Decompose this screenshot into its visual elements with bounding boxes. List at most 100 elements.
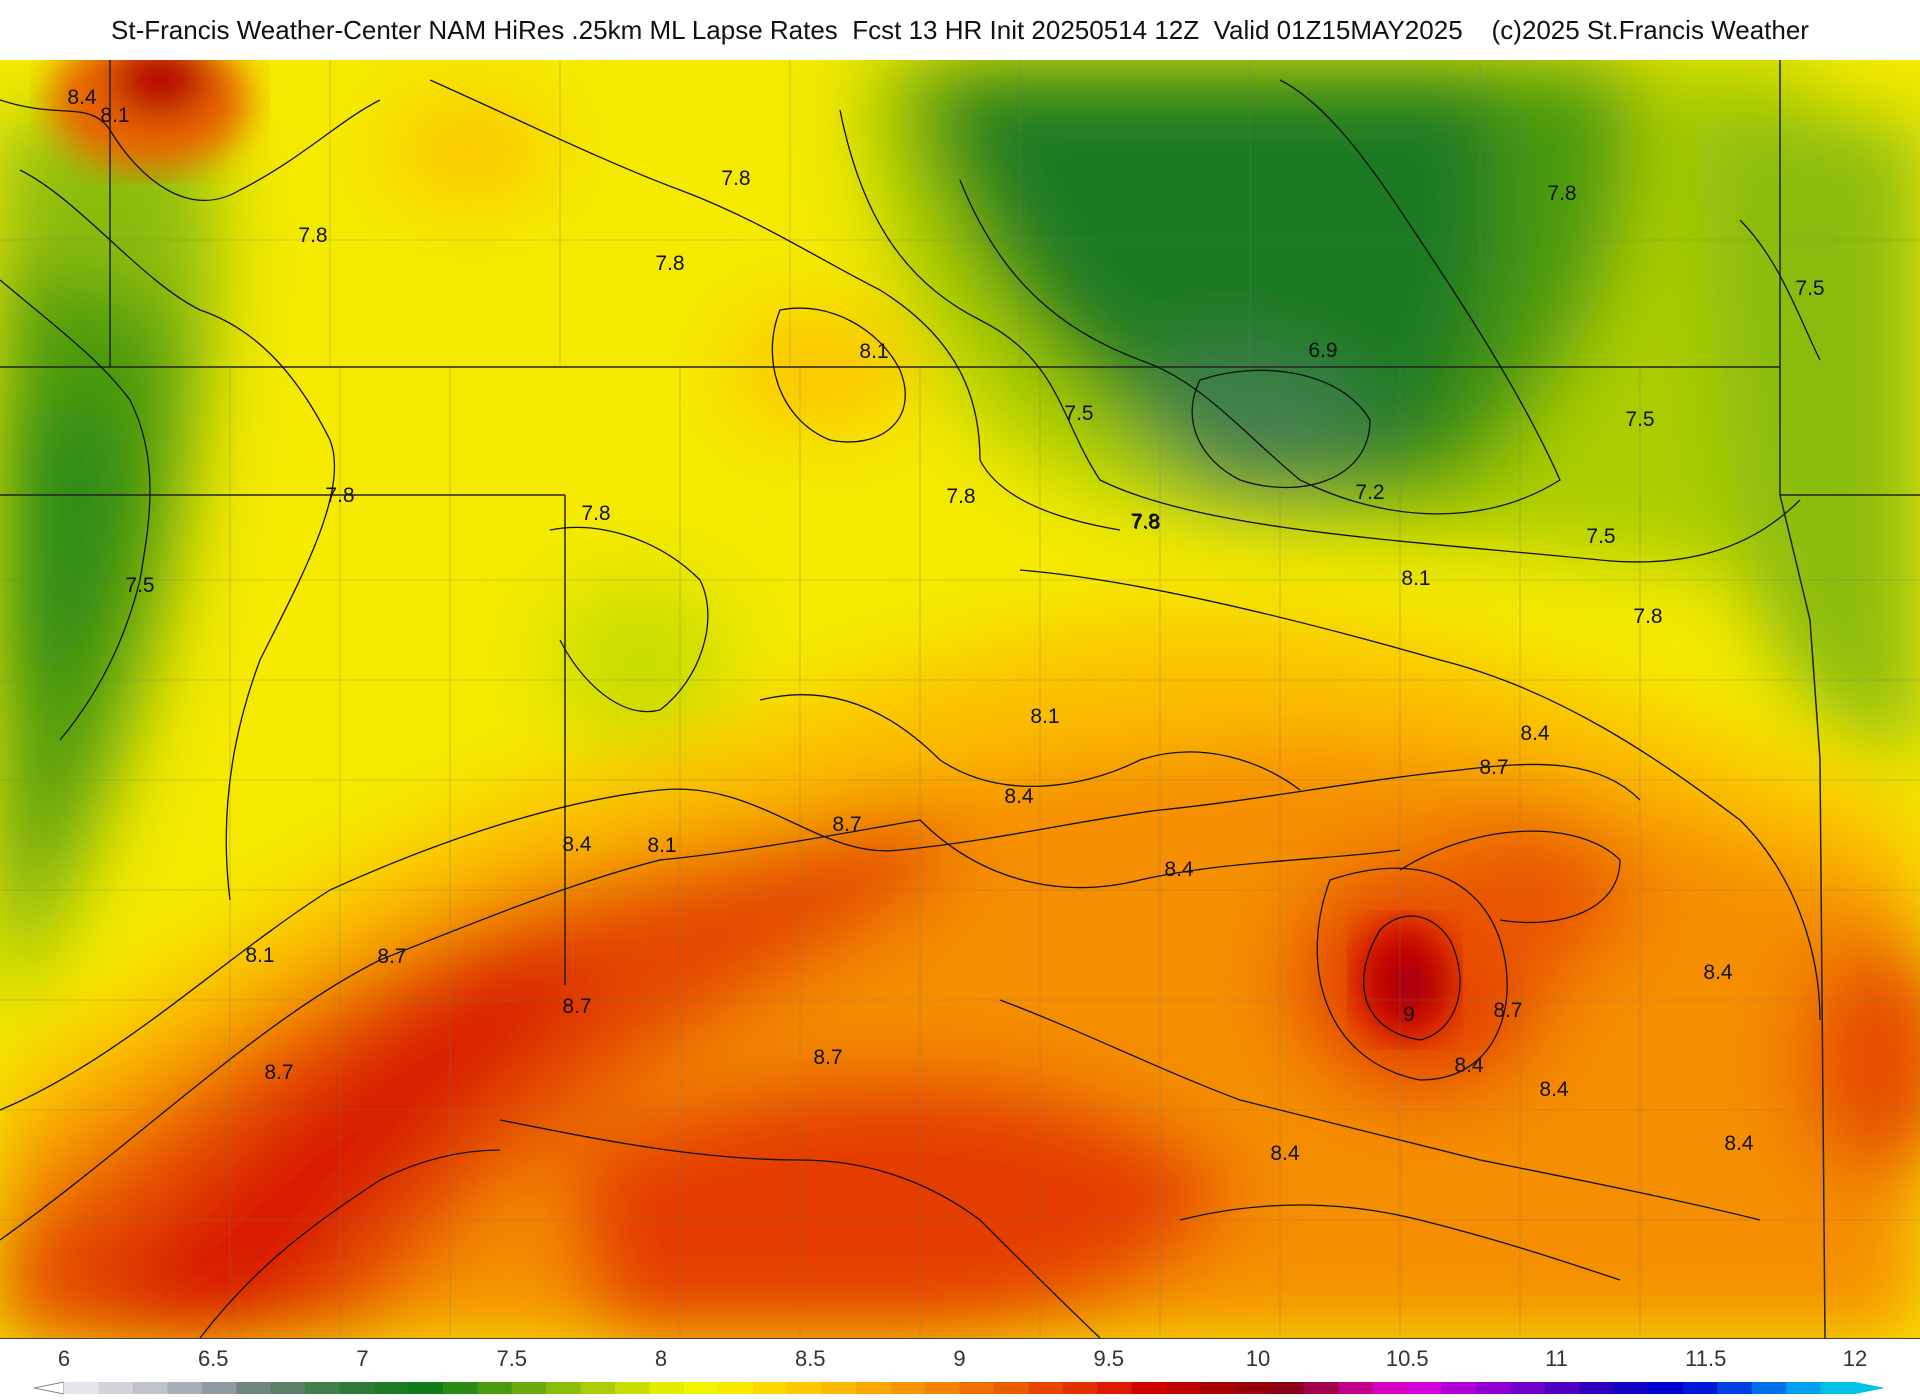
colorbar-swatch	[1303, 1382, 1339, 1394]
contour-label: 8.4	[67, 86, 97, 109]
map-title: St-Francis Weather-Center NAM HiRes .25k…	[111, 14, 1809, 45]
colorbar-swatch	[477, 1382, 513, 1394]
colorbar-swatch	[1682, 1382, 1718, 1394]
contour-label: 8.7	[813, 1046, 842, 1069]
colorbar-swatch	[1613, 1382, 1649, 1394]
contour-label: 7.8	[1633, 605, 1662, 628]
contour-label: 8.1	[647, 834, 676, 857]
contour-label: 7.5	[125, 574, 154, 597]
lapse-rate-map[interactable]: 8.4 8.1 7.8 7.8 7.8 8.1 7.8 6.9 7.5 7.2 …	[0, 60, 1920, 1339]
contour-lines	[0, 79, 1821, 1338]
colorbar-tick-label: 10	[1245, 1346, 1271, 1371]
colorbar-swatch	[1097, 1382, 1133, 1394]
colorbar: 6 6.5 7 7.5 8 8.5 9 9.5 10 10.5 11 11.5 12	[0, 1338, 1920, 1400]
contour-label: 7.8	[721, 167, 750, 190]
colorbar-swatch	[64, 1382, 100, 1394]
colorbar-swatch	[546, 1382, 582, 1394]
colorbar-swatch	[649, 1382, 685, 1394]
colorbar-swatch	[1131, 1382, 1167, 1394]
contour-label: 8.7	[377, 945, 406, 968]
colorbar-swatch	[993, 1382, 1029, 1394]
colorbar-swatch	[98, 1382, 134, 1394]
colorbar-swatch	[373, 1382, 410, 1394]
contour-label: 8.7	[1493, 999, 1522, 1022]
colorbar-swatch	[1028, 1382, 1064, 1394]
state-boundaries	[0, 60, 1920, 1338]
contour-label: 8.4	[1520, 722, 1550, 745]
contour-label: 8.4	[1164, 858, 1194, 881]
contour-label: 8.4	[1539, 1078, 1569, 1101]
contour-label: 7.5	[1795, 277, 1824, 300]
colorbar-tick-label: 6.5	[197, 1346, 229, 1371]
colorbar-swatch	[1717, 1382, 1753, 1394]
colorbar-swatch	[442, 1382, 478, 1394]
contour-label: 8.1	[245, 944, 274, 967]
colorbar-swatch	[1166, 1382, 1202, 1394]
colorbar-left-arrow	[33, 1381, 65, 1395]
contour-label: 8.4	[1454, 1054, 1484, 1077]
colorbar-swatch	[856, 1382, 892, 1394]
colorbar-swatch	[890, 1382, 926, 1394]
colorbar-swatch	[1579, 1382, 1615, 1394]
colorbar-swatch	[752, 1382, 788, 1394]
lapse-rate-field: 8.4 8.1 7.8 7.8 7.8 8.1 7.8 6.9 7.5 7.2 …	[0, 60, 1920, 1338]
colorbar-swatch	[1338, 1382, 1374, 1394]
colorbar-tick-label: 10.5	[1385, 1346, 1429, 1371]
colorbar-swatch	[1269, 1382, 1305, 1394]
contour-label: 6.9	[1308, 339, 1337, 362]
contour-label: 8.4	[1270, 1142, 1300, 1165]
colorbar-tick-label: 7	[356, 1346, 369, 1371]
contour-label: 8.7	[264, 1061, 293, 1084]
colorbar-swatch	[270, 1382, 306, 1394]
contour-label: 8.1	[859, 340, 888, 363]
colorbar-tick-label: 6	[57, 1346, 71, 1371]
nw-hotspot	[50, 60, 250, 170]
colorbar-swatch	[1510, 1382, 1546, 1394]
contour-label: 8.4	[1703, 961, 1733, 984]
colorbar-right-arrow	[1855, 1382, 1885, 1394]
colorbar-swatch	[1372, 1382, 1408, 1394]
contour-label: 7.5	[1625, 408, 1654, 431]
colorbar-swatch	[201, 1382, 237, 1394]
colorbar-strip	[33, 1381, 1885, 1395]
colorbar-tick-label: 12	[1842, 1346, 1868, 1371]
contour-label: 7.5	[1586, 525, 1615, 548]
contour-label: 8.4	[1724, 1132, 1754, 1155]
colorbar-tick-label: 9	[953, 1346, 966, 1371]
colorbar-tick-label: 7.5	[496, 1346, 528, 1371]
contour-label: 7.8	[1131, 511, 1160, 534]
colorbar-swatch	[511, 1382, 547, 1394]
contour-label: 7.8	[325, 484, 354, 507]
contour-label: 7.2	[1355, 481, 1384, 504]
colorbar-swatch	[821, 1382, 857, 1394]
colorbar-swatch	[1545, 1382, 1581, 1394]
colorbar-swatch	[236, 1382, 272, 1394]
colorbar-swatch	[1062, 1382, 1098, 1394]
colorbar-swatch	[339, 1382, 375, 1394]
colorbar-swatch	[408, 1382, 444, 1394]
contour-label: 9	[1403, 1003, 1415, 1026]
colorbar-swatch	[1441, 1382, 1477, 1394]
colorbar-tick-label: 8.5	[794, 1346, 826, 1371]
colorbar-swatch	[959, 1382, 995, 1394]
contour-label: 7.5	[1064, 402, 1093, 425]
colorbar-swatch	[683, 1382, 719, 1394]
colorbar-tick-label: 11	[1545, 1346, 1568, 1371]
colorbar-swatch	[580, 1382, 616, 1394]
contour-labels: 8.4 8.1 7.8 7.8 7.8 8.1 7.8 6.9 7.5 7.2 …	[67, 86, 1824, 1165]
colorbar-swatch	[1407, 1382, 1443, 1394]
colorbar-tick-label: 9.5	[1093, 1346, 1125, 1371]
colorbar-swatch	[1476, 1382, 1512, 1394]
contour-label: 7.8	[1130, 510, 1159, 533]
colorbar-tick-label: 11.5	[1685, 1346, 1727, 1371]
colorbar-swatch	[132, 1382, 168, 1394]
colorbar-swatch	[1235, 1382, 1271, 1394]
colorbar-swatch	[718, 1382, 754, 1394]
contour-label: 7.8	[946, 485, 975, 508]
colorbar-tick-label: 8	[654, 1346, 668, 1371]
colorbar-swatch	[1751, 1382, 1787, 1394]
colorbar-swatch	[1820, 1382, 1856, 1394]
colorbar-swatch	[167, 1382, 203, 1394]
contour-label: 8.1	[1030, 705, 1059, 728]
contour-label: 8.4	[1004, 785, 1034, 808]
